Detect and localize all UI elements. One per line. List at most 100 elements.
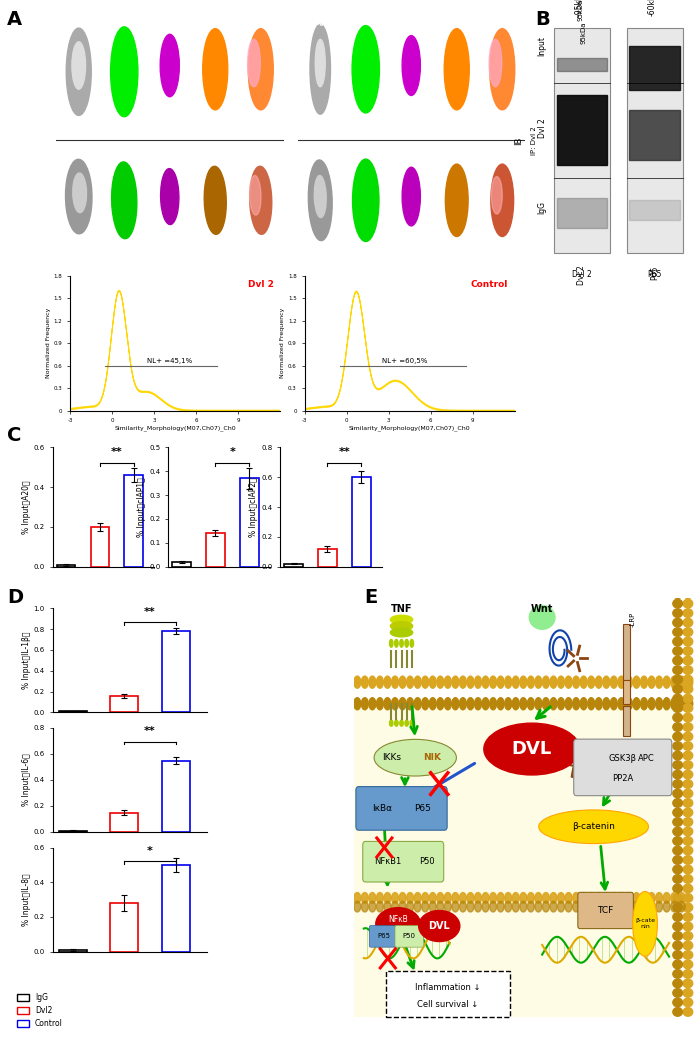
Ellipse shape — [66, 28, 91, 115]
Ellipse shape — [673, 608, 682, 618]
Ellipse shape — [111, 162, 137, 239]
Ellipse shape — [527, 892, 534, 904]
Ellipse shape — [683, 732, 693, 740]
Ellipse shape — [490, 902, 496, 912]
Ellipse shape — [377, 698, 384, 709]
Ellipse shape — [527, 902, 534, 912]
Ellipse shape — [673, 732, 682, 740]
Ellipse shape — [673, 808, 682, 816]
Ellipse shape — [673, 742, 682, 750]
Ellipse shape — [683, 922, 693, 931]
Ellipse shape — [683, 979, 693, 988]
Text: NFκB1: NFκB1 — [374, 857, 401, 866]
Y-axis label: Normalized Frequency: Normalized Frequency — [280, 308, 286, 379]
Ellipse shape — [673, 960, 682, 968]
Ellipse shape — [673, 638, 682, 646]
Ellipse shape — [683, 684, 693, 694]
Ellipse shape — [444, 676, 452, 688]
Ellipse shape — [520, 892, 526, 904]
FancyBboxPatch shape — [578, 892, 634, 929]
Ellipse shape — [683, 760, 693, 770]
Text: DAPI/P65: DAPI/P65 — [486, 21, 519, 26]
Ellipse shape — [683, 817, 693, 827]
Ellipse shape — [683, 638, 693, 646]
Ellipse shape — [683, 742, 693, 750]
Ellipse shape — [683, 893, 693, 903]
Ellipse shape — [527, 676, 534, 688]
Text: DAPI: DAPI — [161, 21, 178, 26]
Ellipse shape — [445, 164, 468, 236]
Ellipse shape — [542, 698, 550, 709]
Text: P65: P65 — [414, 804, 430, 813]
Ellipse shape — [422, 892, 428, 904]
Text: GFP: GFP — [118, 21, 132, 26]
Ellipse shape — [673, 932, 682, 940]
Ellipse shape — [444, 892, 452, 904]
Ellipse shape — [489, 40, 502, 86]
Ellipse shape — [490, 892, 496, 904]
Bar — [162, 760, 190, 832]
Ellipse shape — [683, 913, 693, 921]
Ellipse shape — [633, 698, 640, 709]
Ellipse shape — [249, 176, 261, 215]
Text: APC: APC — [638, 754, 655, 763]
Ellipse shape — [410, 720, 414, 726]
Ellipse shape — [648, 892, 655, 904]
Ellipse shape — [683, 751, 693, 760]
Ellipse shape — [648, 902, 655, 912]
Ellipse shape — [640, 698, 648, 709]
Ellipse shape — [444, 902, 452, 912]
Bar — [206, 534, 225, 567]
Ellipse shape — [475, 902, 482, 912]
Bar — [629, 46, 680, 90]
Ellipse shape — [683, 941, 693, 950]
Ellipse shape — [673, 619, 682, 627]
Ellipse shape — [565, 676, 572, 688]
Ellipse shape — [315, 40, 326, 86]
Text: -95kDa: -95kDa — [575, 0, 584, 16]
Ellipse shape — [633, 902, 640, 912]
Ellipse shape — [595, 698, 602, 709]
Ellipse shape — [354, 902, 360, 912]
Ellipse shape — [314, 176, 326, 217]
FancyBboxPatch shape — [356, 786, 447, 830]
Ellipse shape — [535, 902, 542, 912]
Ellipse shape — [437, 676, 444, 688]
Ellipse shape — [683, 789, 693, 798]
FancyBboxPatch shape — [554, 28, 610, 253]
Ellipse shape — [497, 892, 504, 904]
Ellipse shape — [491, 164, 514, 236]
Ellipse shape — [588, 902, 594, 912]
Text: *: * — [147, 846, 153, 856]
Ellipse shape — [160, 168, 179, 225]
Ellipse shape — [565, 892, 572, 904]
Ellipse shape — [580, 902, 587, 912]
Ellipse shape — [683, 998, 693, 1007]
Ellipse shape — [558, 698, 564, 709]
Ellipse shape — [391, 622, 413, 630]
Text: -60kDa: -60kDa — [648, 0, 657, 16]
FancyBboxPatch shape — [395, 926, 424, 947]
Ellipse shape — [673, 941, 682, 950]
Ellipse shape — [520, 676, 526, 688]
Ellipse shape — [673, 951, 682, 959]
Ellipse shape — [683, 656, 693, 665]
Bar — [352, 477, 370, 567]
Bar — [90, 527, 109, 567]
Ellipse shape — [673, 836, 682, 846]
Ellipse shape — [588, 698, 594, 709]
Ellipse shape — [422, 698, 428, 709]
Ellipse shape — [482, 676, 489, 688]
Bar — [162, 865, 190, 952]
Ellipse shape — [361, 698, 368, 709]
Ellipse shape — [452, 676, 458, 688]
Text: Input: Input — [538, 35, 547, 55]
Ellipse shape — [673, 684, 682, 694]
Bar — [57, 565, 76, 567]
Ellipse shape — [683, 771, 693, 779]
Ellipse shape — [648, 676, 655, 688]
Bar — [556, 58, 607, 71]
Ellipse shape — [550, 676, 557, 688]
Y-axis label: % Input（cIAP1）: % Input（cIAP1） — [137, 477, 146, 537]
Ellipse shape — [539, 810, 648, 843]
